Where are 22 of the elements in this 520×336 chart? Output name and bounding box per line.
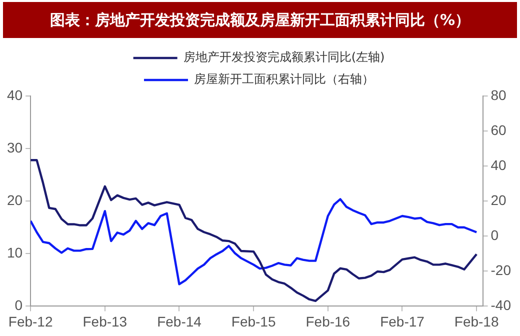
y2-tick-label: -40 <box>490 297 512 314</box>
y-tick-label: 20 <box>6 192 23 208</box>
x-tick-label: Feb-15 <box>231 313 276 330</box>
x-tick-label: Feb-17 <box>380 313 425 330</box>
y2-tick-label: 40 <box>490 156 507 173</box>
x-tick-label: Feb-14 <box>157 313 202 330</box>
y-tick-label: 30 <box>6 139 23 156</box>
x-tick-label: Feb-16 <box>306 313 350 330</box>
x-tick-label: Feb-12 <box>8 313 53 330</box>
legend-label: 房屋新开工面积累计同比（右轴） <box>194 72 374 86</box>
chart-title: 图表：房地产开发投资完成额及房屋新开工面积累计同比（%） <box>3 2 517 38</box>
y2-tick-label: 0 <box>490 226 499 243</box>
y2-tick-label: 80 <box>490 86 507 103</box>
legend-label: 房地产开发投资完成额累计同比(左轴) <box>183 50 385 64</box>
y2-tick-label: 60 <box>490 122 507 138</box>
y2-tick-label: 20 <box>490 192 507 208</box>
x-tick-label: Feb-13 <box>82 313 128 330</box>
y-tick-label: 0 <box>14 297 23 314</box>
y2-tick-label: -20 <box>490 262 512 278</box>
y-tick-label: 10 <box>6 244 23 261</box>
x-tick-label: Feb-18 <box>454 313 499 330</box>
y-tick-label: 40 <box>6 86 23 103</box>
